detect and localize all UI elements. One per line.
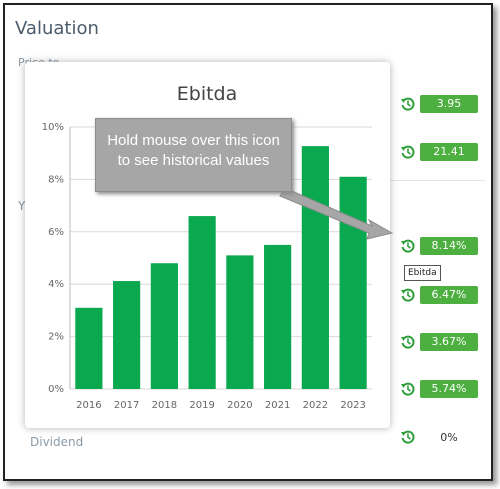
chart: Ebitda 0% 2% 4% 6% 8% 10% 2016 2017 2018 2019 2020… [42, 83, 372, 411]
callout: Hold mouse over this icon to see histori… [95, 118, 292, 192]
x-tick-label: 2022 [303, 400, 328, 411]
value-badge: 3.67% [420, 333, 478, 351]
y-tick-label: 8% [48, 174, 64, 185]
x-tick-label: 2023 [340, 400, 365, 411]
history-icon[interactable] [400, 334, 416, 350]
history-icon[interactable] [400, 238, 416, 254]
bar [188, 216, 216, 389]
x-tick-label: 2018 [152, 400, 177, 411]
x-tick-label: 2017 [114, 400, 139, 411]
value-badge: 3.95 [420, 95, 478, 113]
divider [390, 180, 485, 181]
x-tick-label: 2019 [189, 400, 214, 411]
value-badge: 5.74% [420, 380, 478, 398]
chart-title: Ebitda [177, 83, 238, 105]
bar [226, 255, 254, 389]
x-tick-label: 2020 [227, 400, 252, 411]
bar [264, 244, 292, 389]
history-icon[interactable] [400, 429, 416, 445]
history-icon[interactable] [400, 144, 416, 160]
history-icon[interactable] [400, 287, 416, 303]
value-badge: 8.14% [420, 237, 478, 255]
value-badge: 6.47% [420, 286, 478, 304]
metric-label: Dividend [30, 435, 84, 449]
x-tick-label: 2021 [265, 400, 290, 411]
bar [301, 146, 329, 389]
bar [75, 307, 103, 389]
section-title: Valuation [15, 18, 99, 39]
y-tick-label: 0% [48, 384, 64, 395]
value-text: 0% [440, 431, 458, 444]
bar [150, 263, 178, 389]
metric-label: Y [18, 199, 26, 213]
y-tick-label: 4% [48, 279, 64, 290]
history-icon[interactable] [400, 96, 416, 112]
y-tick-label: 10% [42, 122, 64, 133]
bar [339, 176, 367, 389]
y-tick-label: 6% [48, 227, 64, 238]
value-badge: 21.41 [420, 143, 478, 161]
bar [113, 281, 141, 389]
y-tick-label: 2% [48, 332, 64, 343]
tooltip: Ebitda [404, 265, 441, 281]
x-tick-label: 2016 [76, 400, 101, 411]
history-icon[interactable] [400, 381, 416, 397]
callout-arrow [279, 187, 394, 240]
